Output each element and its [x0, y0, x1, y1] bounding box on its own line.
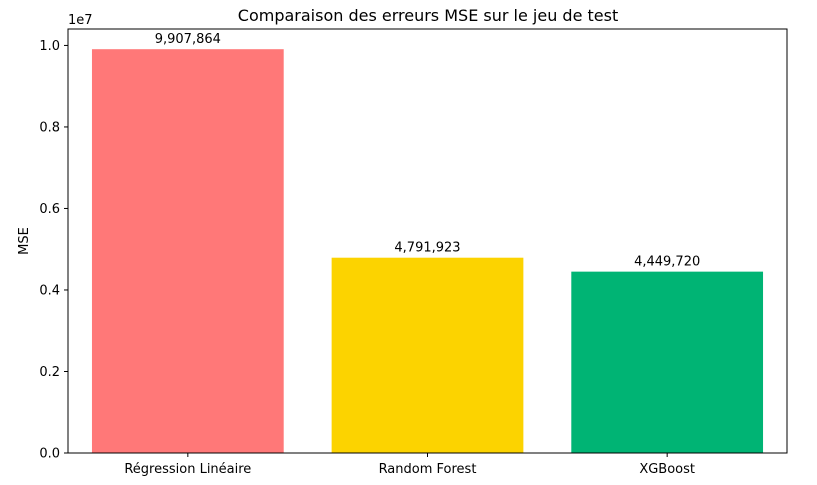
- data-label-2: 4,449,720: [634, 255, 700, 270]
- y-axis-label: MSE: [17, 227, 32, 255]
- x-tick-label-2: XGBoost: [639, 462, 695, 477]
- bar-1: [331, 257, 524, 453]
- y-tick-label-2: 0.4: [39, 283, 60, 298]
- plot-frame: [67, 28, 788, 454]
- x-tick-label-1: Random Forest: [379, 462, 477, 477]
- bar-0: [91, 49, 284, 454]
- y-tick-label-1: 0.2: [39, 365, 60, 380]
- data-labels: 9,907,864 4,791,923 4,449,720: [155, 32, 701, 269]
- bars-layer: [91, 49, 764, 454]
- x-tick-label-0: Régression Linéaire: [124, 462, 251, 477]
- x-axis-ticks: Régression Linéaire Random Forest XGBoost: [124, 453, 695, 477]
- y-axis-offset-label: 1e7: [68, 13, 93, 28]
- data-label-0: 9,907,864: [155, 32, 221, 47]
- y-tick-label-4: 0.8: [39, 120, 60, 135]
- y-tick-label-3: 0.6: [39, 202, 60, 217]
- y-axis-ticks: 0.0 0.2 0.4 0.6 0.8 1.0: [39, 39, 68, 462]
- bar-2: [571, 271, 764, 453]
- y-tick-label-5: 1.0: [39, 39, 60, 54]
- chart-title: Comparaison des erreurs MSE sur le jeu d…: [238, 6, 618, 25]
- y-tick-label-0: 0.0: [39, 447, 60, 462]
- data-label-1: 4,791,923: [394, 241, 460, 256]
